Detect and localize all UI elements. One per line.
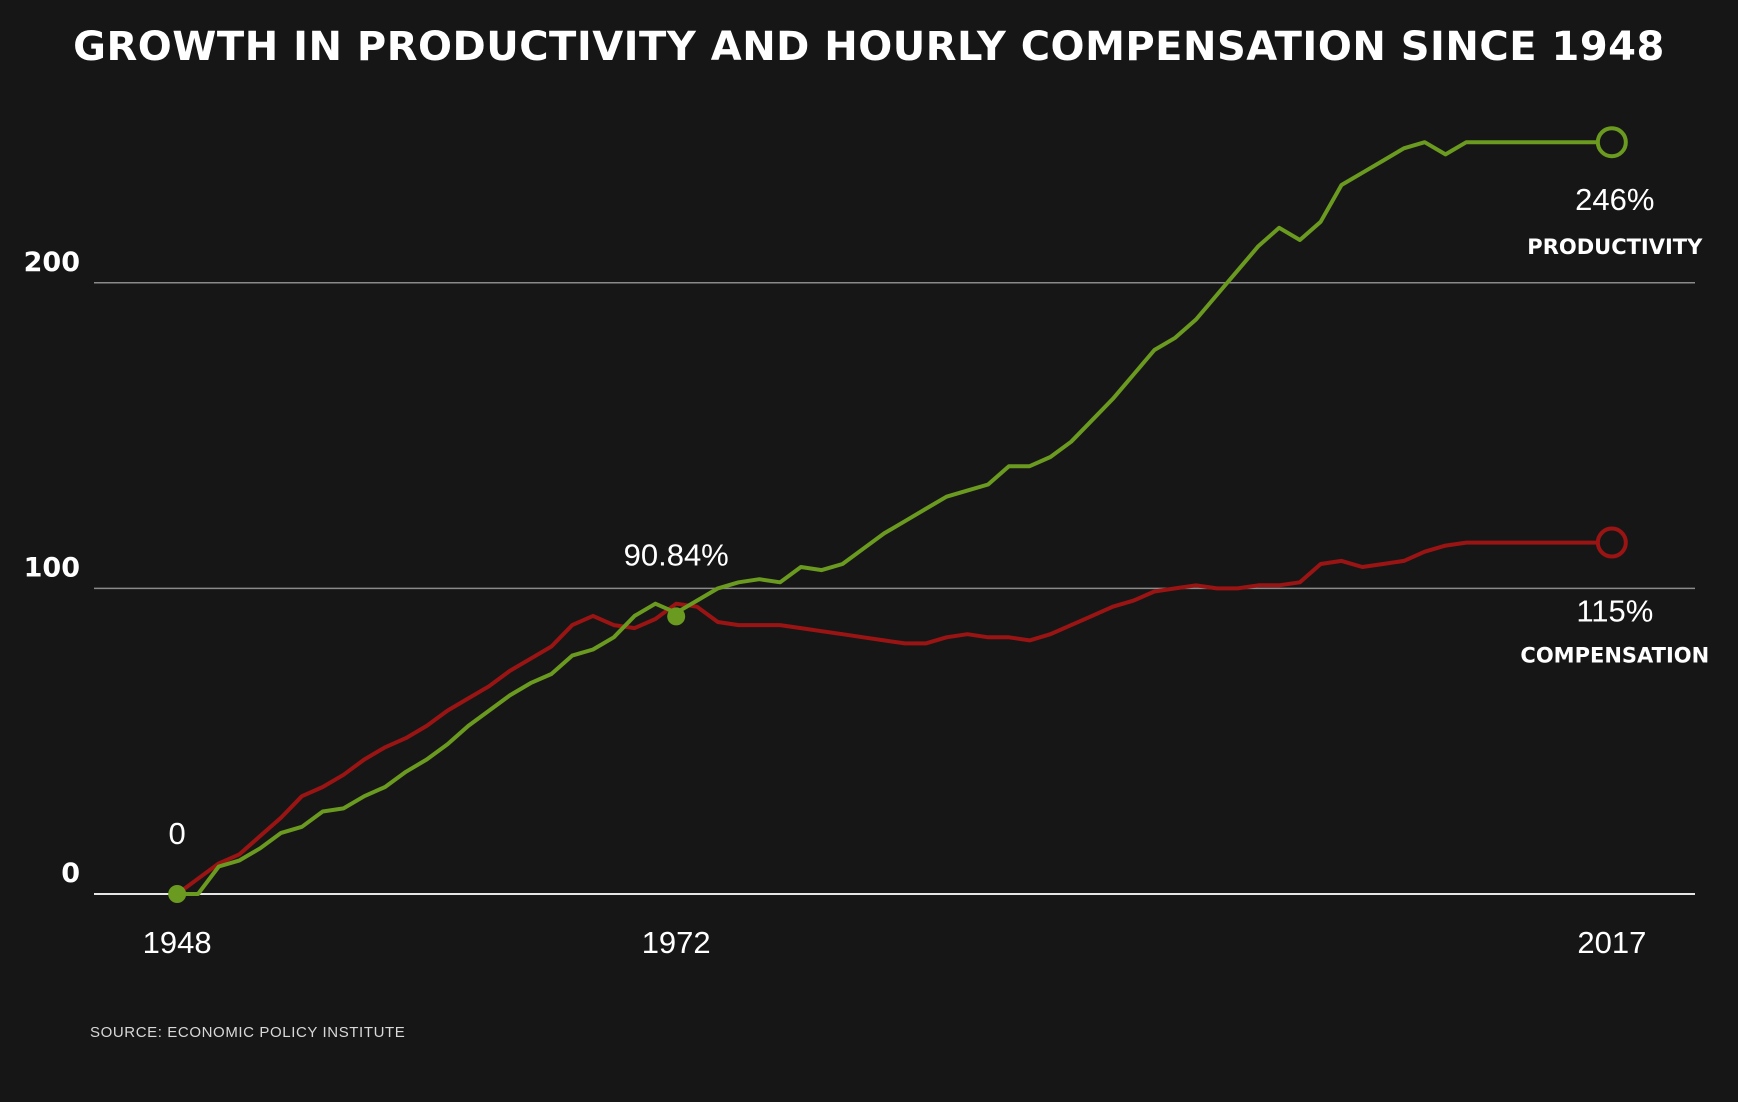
x-tick-label: 2017 [1577, 925, 1646, 960]
end-marker-productivity [1595, 126, 1628, 159]
series-lines [175, 140, 1614, 896]
productivity-end-value: 246% [1575, 182, 1654, 217]
divergence-marker [667, 607, 686, 626]
start-marker [168, 885, 187, 903]
productivity-series-label: PRODUCTIVITY [1527, 235, 1703, 259]
x-tick-label: 1972 [642, 925, 711, 960]
series-line-productivity [175, 140, 1614, 896]
labels: 0 90.84% 246% PRODUCTIVITY 115% COMPENSATION [169, 182, 1710, 851]
compensation-series-label: COMPENSATION [1520, 644, 1709, 668]
compensation-end-value: 115% [1576, 594, 1653, 629]
annotation-start: 0 [169, 816, 186, 851]
x-axis-ticks: 1948 1972 2017 [143, 925, 1647, 960]
gridlines [94, 282, 1695, 895]
series-line-compensation [175, 540, 1614, 896]
y-axis-ticks: 0 100 200 [24, 247, 80, 889]
y-tick-label: 0 [61, 858, 80, 889]
x-tick-label: 1948 [143, 925, 212, 960]
markers [168, 126, 1628, 903]
y-tick-label: 200 [24, 247, 80, 278]
end-marker-compensation [1595, 526, 1628, 559]
y-tick-label: 100 [24, 552, 80, 583]
source-note: SOURCE: ECONOMIC POLICY INSTITUTE [90, 1024, 405, 1041]
annotation-1972: 90.84% [624, 537, 729, 572]
chart-title: GROWTH IN PRODUCTIVITY AND HOURLY COMPEN… [73, 24, 1665, 70]
